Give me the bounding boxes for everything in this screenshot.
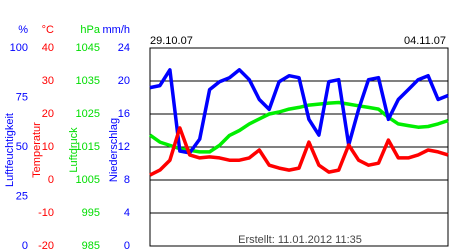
y-tick-label: 0 bbox=[22, 240, 28, 250]
y-tick-label: 40 bbox=[42, 42, 54, 54]
data-line bbox=[149, 126, 449, 177]
y-tick-label: 12 bbox=[118, 141, 130, 153]
y-tick-label: 16 bbox=[118, 108, 130, 120]
y-tick-label: 25 bbox=[16, 190, 28, 202]
data-line bbox=[149, 68, 449, 155]
y-tick-label: 1025 bbox=[76, 108, 100, 120]
y-tick-label: 10 bbox=[42, 141, 54, 153]
y-tick-label: 1045 bbox=[76, 42, 100, 54]
x-start-label: 29.10.07 bbox=[150, 35, 193, 47]
y-tick-label: -10 bbox=[38, 207, 54, 219]
axis-unit: mm/h bbox=[103, 24, 131, 36]
y-tick-label: 24 bbox=[118, 42, 130, 54]
y-tick-label: 985 bbox=[82, 240, 100, 250]
axis-title: Niederschlag bbox=[108, 118, 120, 182]
y-tick-label: 20 bbox=[118, 75, 130, 87]
y-tick-label: 1005 bbox=[76, 174, 100, 186]
axis-unit: % bbox=[18, 24, 28, 36]
data-line bbox=[148, 100, 449, 154]
y-tick-label: -20 bbox=[38, 240, 54, 250]
axis-title: Luftfeuchtigkeit bbox=[4, 113, 16, 187]
axis-title: Luftdruck bbox=[68, 127, 80, 173]
y-tick-label: 20 bbox=[42, 108, 54, 120]
y-tick-label: 1035 bbox=[76, 75, 100, 87]
y-tick-label: 75 bbox=[16, 91, 28, 103]
y-tick-label: 4 bbox=[124, 207, 130, 219]
y-tick-label: 8 bbox=[124, 174, 130, 186]
axis-unit: hPa bbox=[80, 24, 100, 36]
y-tick-label: 100 bbox=[10, 42, 28, 54]
axis-unit: °C bbox=[42, 24, 54, 36]
axis-title: Temperatur bbox=[31, 122, 43, 178]
y-tick-label: 0 bbox=[124, 240, 130, 250]
y-tick-label: 50 bbox=[16, 141, 28, 153]
y-tick-label: 1015 bbox=[76, 141, 100, 153]
y-tick-label: 995 bbox=[82, 207, 100, 219]
y-tick-label: 0 bbox=[48, 174, 54, 186]
y-tick-label: 30 bbox=[42, 75, 54, 87]
footer: Erstellt: 11.01.2012 11:35 bbox=[238, 234, 362, 246]
x-end-label: 04.11.07 bbox=[404, 35, 446, 47]
